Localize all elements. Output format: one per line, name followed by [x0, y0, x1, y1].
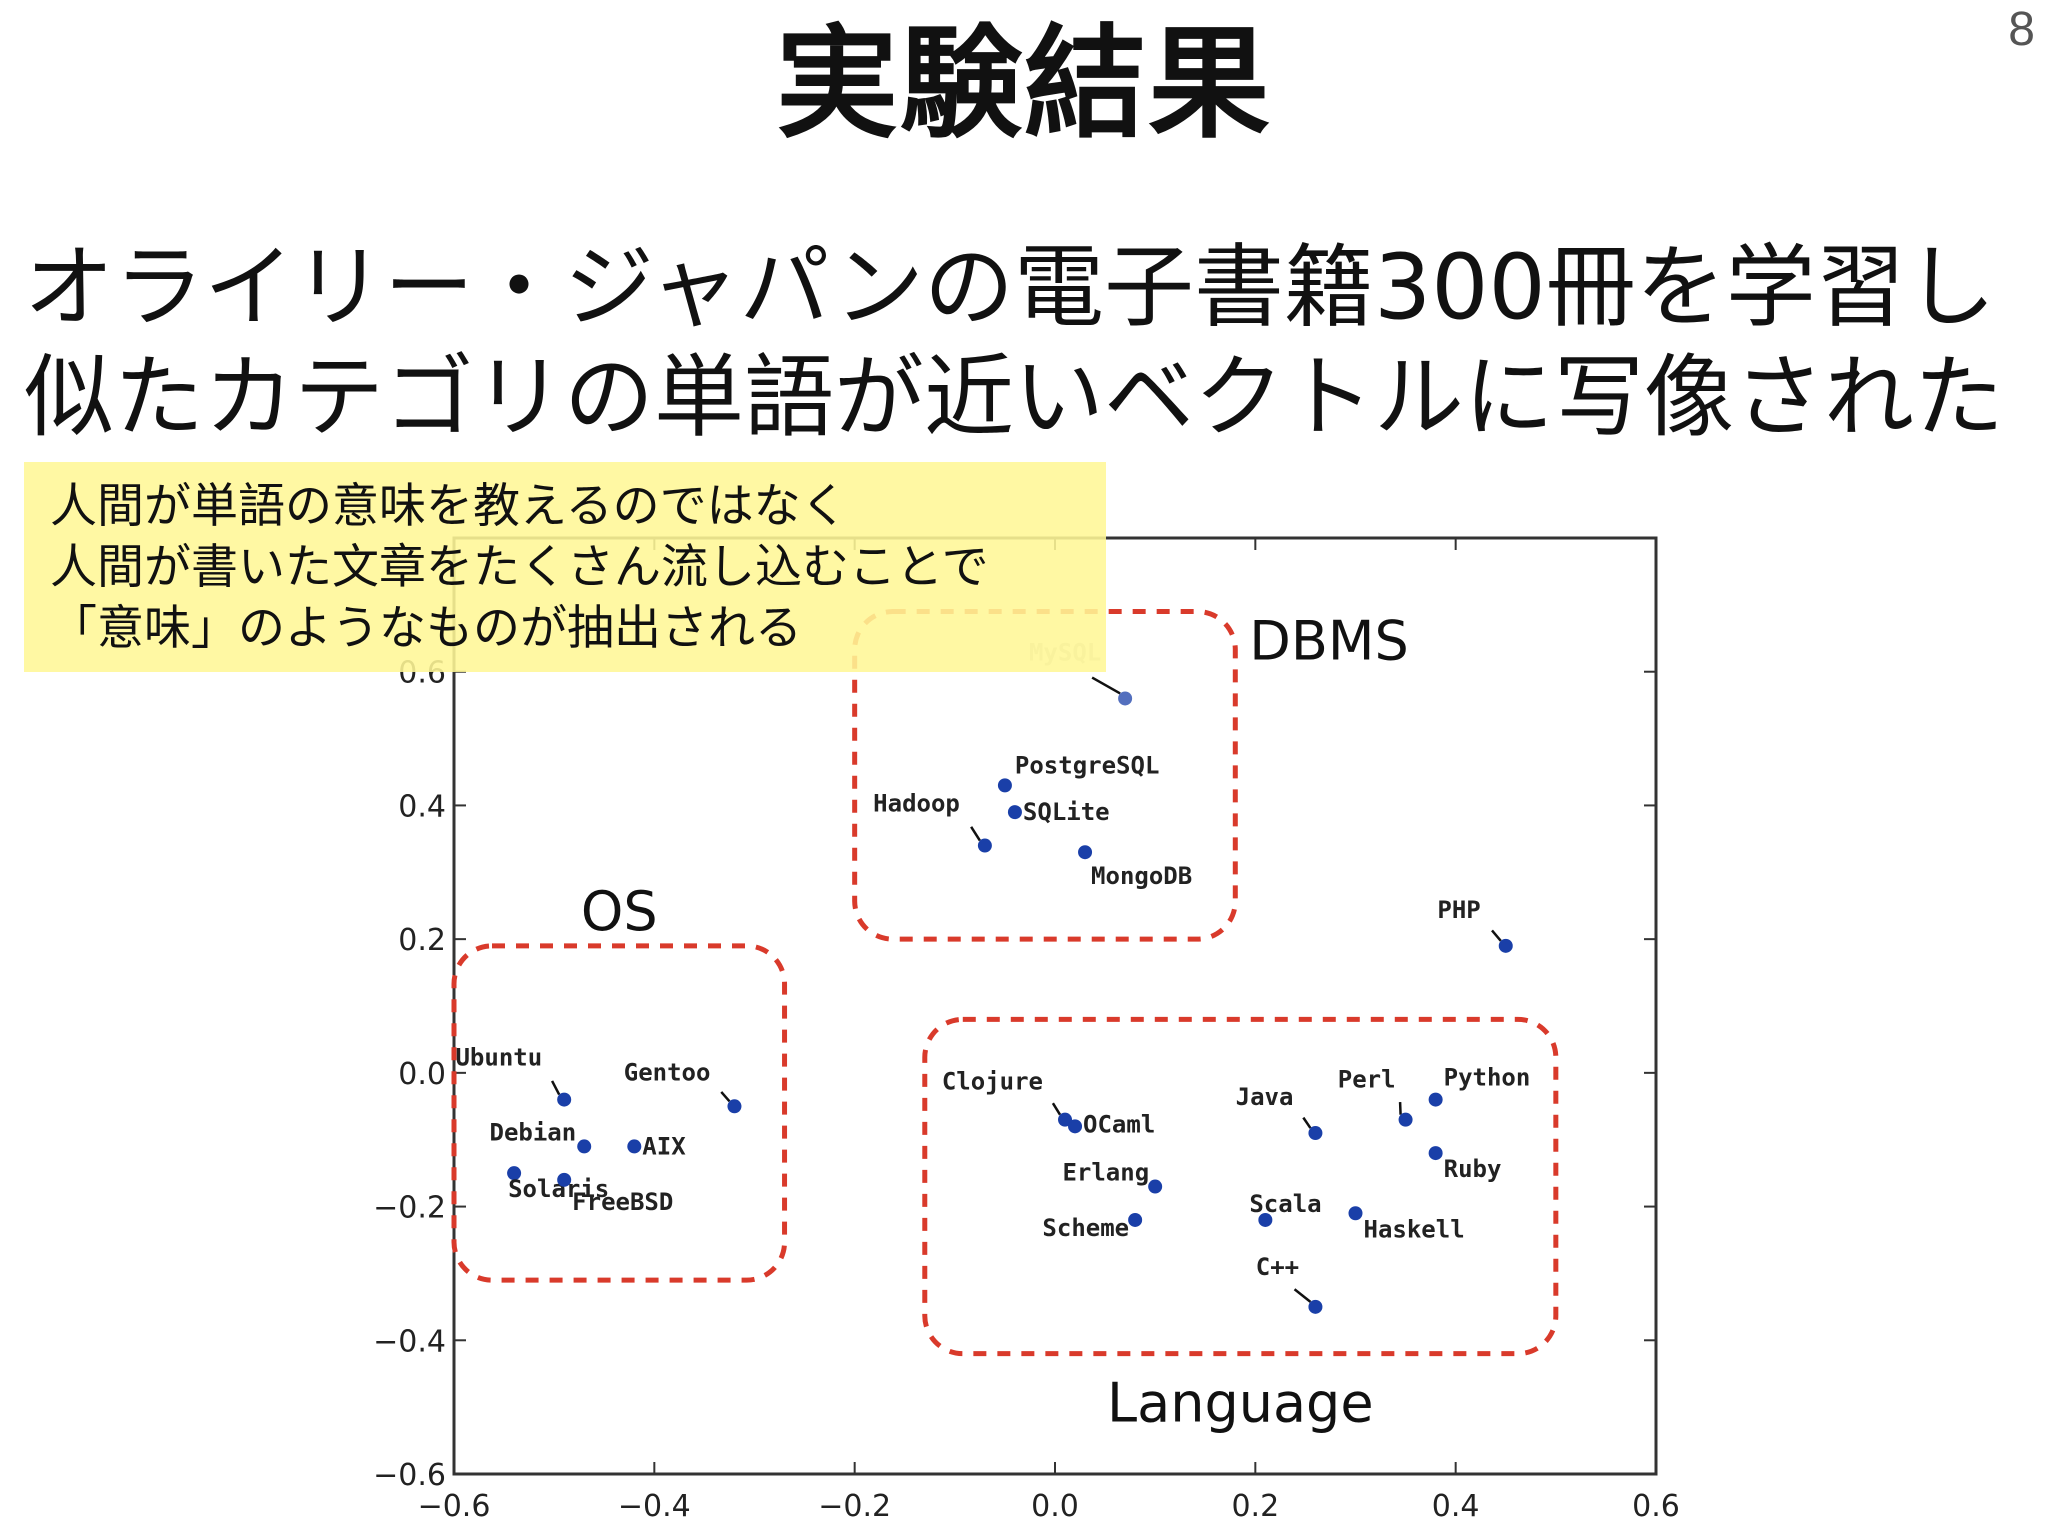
y-tick-label: −0.4 — [373, 1324, 446, 1359]
point-label-clojure: Clojure — [942, 1068, 1043, 1096]
point-mongodb — [1078, 845, 1093, 860]
y-tick-label: 0.4 — [398, 789, 446, 824]
x-tick-label: 0.6 — [1632, 1489, 1680, 1524]
point-java — [1308, 1126, 1323, 1141]
note-line-1: 人間が単語の意味を教えるのではなく — [50, 479, 848, 534]
point-freebsd — [557, 1172, 572, 1187]
point-clojure — [1058, 1112, 1073, 1127]
point-php — [1498, 938, 1513, 953]
point-label-ruby: Ruby — [1444, 1155, 1502, 1183]
group-label-os: OS — [581, 880, 658, 943]
arrow-perl — [1398, 1102, 1402, 1115]
point-haskell — [1348, 1206, 1363, 1221]
x-tick-label: 0.0 — [1031, 1489, 1079, 1524]
point-c — [1308, 1299, 1323, 1314]
point-mysql — [1118, 691, 1133, 706]
y-tick-label: 0.2 — [398, 923, 446, 958]
point-label-scheme: Scheme — [1042, 1214, 1129, 1242]
point-label-ubuntu: Ubuntu — [455, 1044, 542, 1072]
point-perl — [1398, 1112, 1413, 1127]
point-label-php: PHP — [1437, 896, 1480, 924]
point-ruby — [1428, 1146, 1443, 1161]
point-scala — [1258, 1212, 1273, 1227]
point-python — [1428, 1092, 1443, 1107]
point-scheme — [1128, 1212, 1143, 1227]
point-label-perl: Perl — [1338, 1066, 1396, 1094]
point-label-erlang: Erlang — [1062, 1159, 1149, 1187]
arrow-ubuntu — [550, 1080, 561, 1096]
point-ubuntu — [557, 1092, 572, 1107]
slide-title: 実験結果 — [776, 13, 1272, 155]
point-label-mongodb: MongoDB — [1091, 862, 1192, 890]
subtitle-line-2: 似たカテゴリの単語が近いベクトルに写像された — [24, 345, 2004, 450]
arrow-mysql — [1091, 676, 1121, 695]
note-box: 人間が単語の意味を教えるのではなく 人間が書いた文章をたくさん流し込むことで 「… — [24, 462, 1106, 672]
page-number: 8 — [2008, 3, 2035, 56]
y-tick-label: 0.0 — [398, 1057, 446, 1092]
y-tick-label: −0.6 — [373, 1458, 446, 1493]
arrow-gentoo — [720, 1091, 731, 1103]
point-label-hadoop: Hadoop — [873, 790, 960, 818]
plot-frame — [452, 536, 1658, 1476]
point-hadoop — [977, 838, 992, 853]
point-label-sqlite: SQLite — [1023, 798, 1110, 826]
arrow-clojure — [1051, 1102, 1062, 1116]
arrow-hadoop — [970, 826, 981, 842]
note-line-3: 「意味」のようなものが抽出される — [50, 601, 802, 656]
subtitle-line-1: オライリー・ジャパンの電子書籍300冊を学習し — [24, 235, 1996, 340]
x-tick-label: −0.2 — [818, 1489, 891, 1524]
point-solaris — [507, 1166, 522, 1181]
group-outline-language — [922, 1016, 1559, 1357]
y-tick-label: −0.2 — [373, 1191, 446, 1226]
group-label-dbms: DBMS — [1249, 610, 1409, 673]
point-postgresql — [997, 778, 1012, 793]
x-tick-label: −0.6 — [418, 1489, 491, 1524]
arrow-c — [1293, 1288, 1312, 1303]
point-label-python: Python — [1444, 1064, 1531, 1092]
arrow-java — [1302, 1116, 1312, 1129]
group-outline-os — [451, 943, 788, 1283]
point-label-debian: Debian — [490, 1118, 577, 1146]
point-label-java: Java — [1236, 1083, 1294, 1111]
point-sqlite — [1007, 805, 1022, 820]
point-ocaml — [1068, 1119, 1083, 1134]
point-label-freebsd: FreeBSD — [572, 1188, 673, 1216]
group-label-language: Language — [1107, 1372, 1374, 1435]
point-gentoo — [727, 1099, 742, 1114]
point-label-ocaml: OCaml — [1083, 1110, 1155, 1138]
note-line-2: 人間が書いた文章をたくさん流し込むことで — [50, 540, 989, 595]
point-debian — [577, 1139, 592, 1154]
point-label-postgresql: PostgreSQL — [1015, 751, 1160, 779]
point-erlang — [1148, 1179, 1163, 1194]
point-aix — [627, 1139, 642, 1154]
point-label-aix: AIX — [642, 1132, 686, 1160]
point-label-scala: Scala — [1249, 1190, 1321, 1218]
point-label-gentoo: Gentoo — [624, 1058, 711, 1086]
point-label-haskell: Haskell — [1364, 1215, 1465, 1243]
arrow-php — [1491, 929, 1502, 942]
x-tick-label: 0.4 — [1432, 1489, 1480, 1524]
x-tick-label: −0.4 — [618, 1489, 691, 1524]
x-tick-label: 0.2 — [1231, 1489, 1279, 1524]
point-label-c: C++ — [1256, 1253, 1299, 1281]
